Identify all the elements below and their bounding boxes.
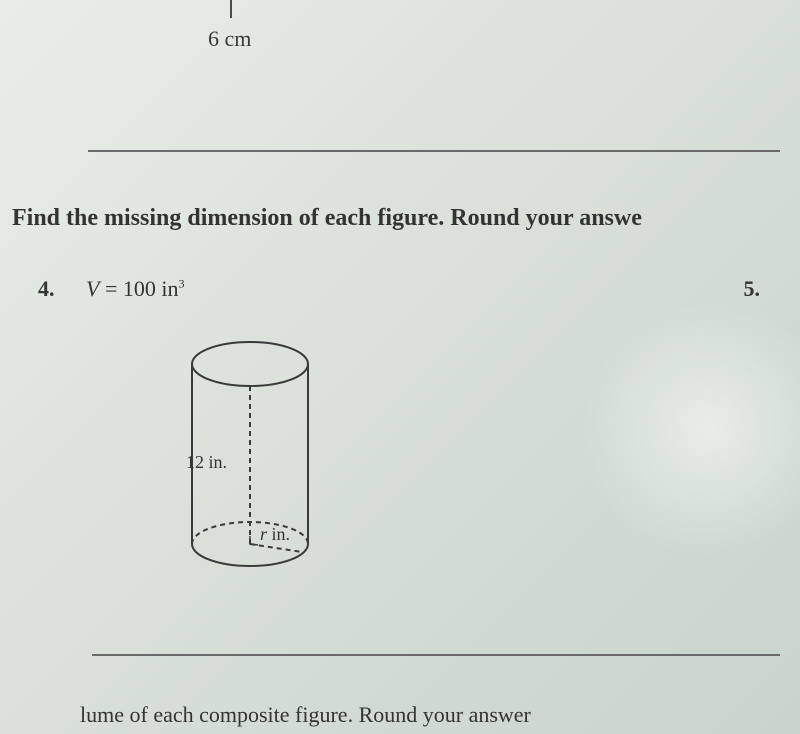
volume-exponent: 3 [178,277,184,291]
cylinder-height-label: 12 in. [186,452,227,473]
section-divider-bottom [92,654,780,656]
prev-figure-dimension: 6 cm [208,26,251,52]
cylinder-bottom-front [192,544,308,566]
volume-variable: V [86,276,99,301]
section-instruction: Find the missing dimension of each figur… [12,205,642,232]
volume-value: = 100 in [99,276,178,301]
radius-unit: in. [267,524,290,544]
prev-figure-tick [230,0,232,18]
section-divider-top [88,150,780,152]
question-4-volume: V = 100 in3 [86,276,184,302]
worksheet-page: 6 cm Find the missing dimension of each … [0,0,800,734]
next-section-fragment: lume of each composite figure. Round you… [80,702,800,728]
question-4-number: 4. [38,276,55,302]
radius-variable: r [260,524,267,544]
cylinder-top-ellipse [192,342,308,386]
question-5-number: 5. [744,276,761,302]
cylinder-radius-label: r in. [260,524,290,545]
photo-glare [580,300,800,560]
cylinder-figure: 12 in. r in. [160,334,340,614]
